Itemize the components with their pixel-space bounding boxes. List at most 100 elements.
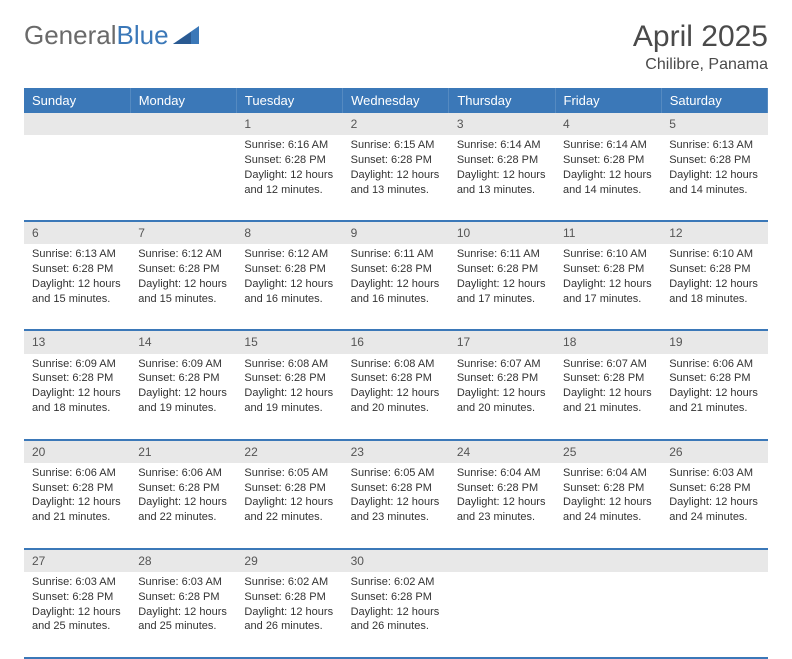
- day-cell: Sunrise: 6:11 AMSunset: 6:28 PMDaylight:…: [449, 244, 555, 330]
- sunset-text: Sunset: 6:28 PM: [563, 262, 653, 277]
- day2-text: and 22 minutes.: [244, 510, 334, 525]
- sunrise-text: Sunrise: 6:05 AM: [351, 466, 441, 481]
- day-number-cell: 27: [24, 549, 130, 572]
- sunset-text: Sunset: 6:28 PM: [244, 371, 334, 386]
- day-header: Thursday: [449, 88, 555, 113]
- sunrise-text: Sunrise: 6:02 AM: [351, 575, 441, 590]
- day-cell: Sunrise: 6:07 AMSunset: 6:28 PMDaylight:…: [449, 354, 555, 440]
- week-row: Sunrise: 6:03 AMSunset: 6:28 PMDaylight:…: [24, 572, 768, 658]
- sunset-text: Sunset: 6:28 PM: [563, 481, 653, 496]
- sunrise-text: Sunrise: 6:05 AM: [244, 466, 334, 481]
- day-number-cell: 14: [130, 330, 236, 353]
- day1-text: Daylight: 12 hours: [563, 386, 653, 401]
- day2-text: and 26 minutes.: [244, 619, 334, 634]
- day1-text: Daylight: 12 hours: [563, 168, 653, 183]
- sunset-text: Sunset: 6:28 PM: [32, 371, 122, 386]
- day2-text: and 16 minutes.: [244, 292, 334, 307]
- day-cell: Sunrise: 6:12 AMSunset: 6:28 PMDaylight:…: [130, 244, 236, 330]
- sunset-text: Sunset: 6:28 PM: [32, 481, 122, 496]
- day-cell: Sunrise: 6:04 AMSunset: 6:28 PMDaylight:…: [449, 463, 555, 549]
- day-number-cell: 18: [555, 330, 661, 353]
- sunrise-text: Sunrise: 6:11 AM: [351, 247, 441, 262]
- sunset-text: Sunset: 6:28 PM: [244, 153, 334, 168]
- day2-text: and 17 minutes.: [563, 292, 653, 307]
- day-number-cell: 9: [343, 221, 449, 244]
- sunrise-text: Sunrise: 6:13 AM: [32, 247, 122, 262]
- day1-text: Daylight: 12 hours: [457, 168, 547, 183]
- day-number-cell: 10: [449, 221, 555, 244]
- sunrise-text: Sunrise: 6:09 AM: [138, 357, 228, 372]
- day-header: Sunday: [24, 88, 130, 113]
- day1-text: Daylight: 12 hours: [351, 277, 441, 292]
- day1-text: Daylight: 12 hours: [351, 605, 441, 620]
- day-cell: Sunrise: 6:14 AMSunset: 6:28 PMDaylight:…: [449, 135, 555, 221]
- day-number-cell: [130, 113, 236, 135]
- day-header-row: Sunday Monday Tuesday Wednesday Thursday…: [24, 88, 768, 113]
- day2-text: and 19 minutes.: [244, 401, 334, 416]
- day2-text: and 18 minutes.: [669, 292, 759, 307]
- sunrise-text: Sunrise: 6:06 AM: [32, 466, 122, 481]
- day1-text: Daylight: 12 hours: [244, 168, 334, 183]
- day-cell: Sunrise: 6:13 AMSunset: 6:28 PMDaylight:…: [24, 244, 130, 330]
- sunrise-text: Sunrise: 6:12 AM: [244, 247, 334, 262]
- brand-part1: General: [24, 20, 117, 51]
- sunset-text: Sunset: 6:28 PM: [457, 153, 547, 168]
- day1-text: Daylight: 12 hours: [563, 495, 653, 510]
- sunset-text: Sunset: 6:28 PM: [244, 590, 334, 605]
- sunrise-text: Sunrise: 6:11 AM: [457, 247, 547, 262]
- day2-text: and 17 minutes.: [457, 292, 547, 307]
- sunset-text: Sunset: 6:28 PM: [563, 153, 653, 168]
- week-row: Sunrise: 6:06 AMSunset: 6:28 PMDaylight:…: [24, 463, 768, 549]
- sunset-text: Sunset: 6:28 PM: [351, 153, 441, 168]
- day-cell: Sunrise: 6:07 AMSunset: 6:28 PMDaylight:…: [555, 354, 661, 440]
- sunset-text: Sunset: 6:28 PM: [351, 481, 441, 496]
- sunrise-text: Sunrise: 6:10 AM: [563, 247, 653, 262]
- day-cell: Sunrise: 6:10 AMSunset: 6:28 PMDaylight:…: [555, 244, 661, 330]
- day1-text: Daylight: 12 hours: [138, 386, 228, 401]
- day2-text: and 16 minutes.: [351, 292, 441, 307]
- day2-text: and 25 minutes.: [138, 619, 228, 634]
- day-number-cell: 20: [24, 440, 130, 463]
- sunrise-text: Sunrise: 6:07 AM: [457, 357, 547, 372]
- sunrise-text: Sunrise: 6:08 AM: [244, 357, 334, 372]
- sunset-text: Sunset: 6:28 PM: [351, 371, 441, 386]
- sunset-text: Sunset: 6:28 PM: [244, 262, 334, 277]
- day1-text: Daylight: 12 hours: [32, 495, 122, 510]
- sunrise-text: Sunrise: 6:15 AM: [351, 138, 441, 153]
- sunrise-text: Sunrise: 6:03 AM: [669, 466, 759, 481]
- day1-text: Daylight: 12 hours: [669, 386, 759, 401]
- sunset-text: Sunset: 6:28 PM: [669, 153, 759, 168]
- day-cell: Sunrise: 6:08 AMSunset: 6:28 PMDaylight:…: [343, 354, 449, 440]
- day-number-cell: [661, 549, 767, 572]
- day-number-cell: 17: [449, 330, 555, 353]
- day-cell: Sunrise: 6:03 AMSunset: 6:28 PMDaylight:…: [130, 572, 236, 658]
- day1-text: Daylight: 12 hours: [32, 386, 122, 401]
- day-number-cell: 5: [661, 113, 767, 135]
- sunset-text: Sunset: 6:28 PM: [669, 481, 759, 496]
- day-cell: Sunrise: 6:02 AMSunset: 6:28 PMDaylight:…: [236, 572, 342, 658]
- day-cell: Sunrise: 6:06 AMSunset: 6:28 PMDaylight:…: [130, 463, 236, 549]
- day-header: Monday: [130, 88, 236, 113]
- day-cell: [449, 572, 555, 658]
- day-number-cell: 26: [661, 440, 767, 463]
- day-cell: Sunrise: 6:06 AMSunset: 6:28 PMDaylight:…: [24, 463, 130, 549]
- day-cell: Sunrise: 6:09 AMSunset: 6:28 PMDaylight:…: [24, 354, 130, 440]
- day-header: Saturday: [661, 88, 767, 113]
- sunset-text: Sunset: 6:28 PM: [457, 262, 547, 277]
- day2-text: and 24 minutes.: [669, 510, 759, 525]
- day1-text: Daylight: 12 hours: [32, 605, 122, 620]
- sunset-text: Sunset: 6:28 PM: [563, 371, 653, 386]
- header: GeneralBlue April 2025 Chilibre, Panama: [24, 20, 768, 74]
- day2-text: and 12 minutes.: [244, 183, 334, 198]
- calendar-page: GeneralBlue April 2025 Chilibre, Panama …: [0, 0, 792, 612]
- day-number-cell: 6: [24, 221, 130, 244]
- day2-text: and 13 minutes.: [351, 183, 441, 198]
- day-cell: Sunrise: 6:06 AMSunset: 6:28 PMDaylight:…: [661, 354, 767, 440]
- day-number-row: 6789101112: [24, 221, 768, 244]
- location-subtitle: Chilibre, Panama: [633, 56, 768, 74]
- day1-text: Daylight: 12 hours: [669, 277, 759, 292]
- day2-text: and 21 minutes.: [563, 401, 653, 416]
- calendar-table: Sunday Monday Tuesday Wednesday Thursday…: [24, 88, 768, 659]
- week-row: Sunrise: 6:09 AMSunset: 6:28 PMDaylight:…: [24, 354, 768, 440]
- day1-text: Daylight: 12 hours: [669, 168, 759, 183]
